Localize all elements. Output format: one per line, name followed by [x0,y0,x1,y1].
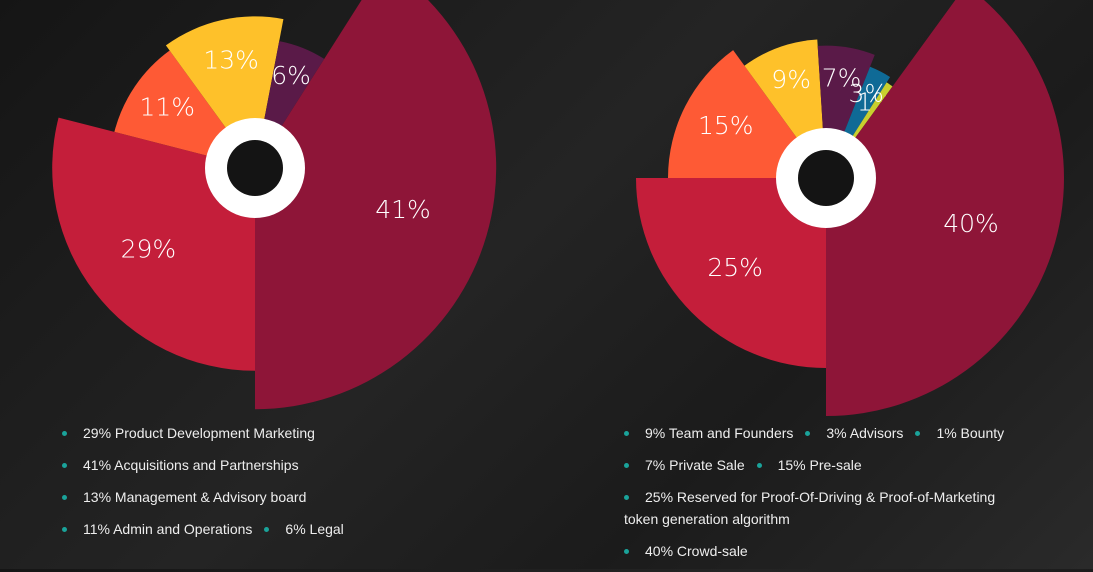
legend-item: 3% Advisors [805,425,903,441]
legend-item: 41% Acquisitions and Partnerships [62,457,299,473]
pie-slice [255,0,497,410]
slice-label: 29% [121,235,177,264]
legend-item: 7% Private Sale [624,457,745,473]
donut-hole [227,140,283,196]
pie-slice [826,0,1064,416]
legend-row: 29% Product Development Marketing [62,422,402,444]
slice-label: 13% [203,45,259,74]
slice-label: 6% [271,61,311,90]
legend: 9% Team and Founders 3% Advisors 1% Bounty… [624,422,1024,572]
slice-label: 11% [139,92,195,121]
pie-slice [636,178,826,368]
legend-item: 25% Reserved for Proof-Of-Driving & Proo… [624,489,996,527]
legend-item: 29% Product Development Marketing [62,425,315,441]
legend-row: 40% Crowd-sale [624,540,1024,562]
legend-item: 11% Admin and Operations [62,521,252,537]
legend-row: 9% Team and Founders 3% Advisors 1% Bounty [624,422,1024,444]
pie-slice [52,117,256,371]
legend-item: 13% Management & Advisory board [62,489,306,505]
legend-row: 25% Reserved for Proof-Of-Driving & Proo… [624,486,1024,530]
legend-row: 7% Private Sale 15% Pre-sale [624,454,1024,476]
legend: 29% Product Development Marketing 41% Acq… [62,422,402,550]
slice-label: 9% [771,65,811,94]
slice-label: 41% [375,195,431,224]
slice-label: 40% [943,209,999,238]
legend-row: 11% Admin and Operations 6% Legal [62,518,402,540]
legend-item: 9% Team and Founders [624,425,793,441]
legend-row: 13% Management & Advisory board [62,486,402,508]
pie-slice [668,50,826,178]
legend-item: 1% Bounty [915,425,1004,441]
legend-item: 15% Pre-sale [757,457,862,473]
donut-hole [798,150,854,206]
legend-item: 40% Crowd-sale [624,543,748,559]
slice-label: 7% [822,64,862,93]
slice-label: 25% [707,253,763,282]
slice-label: 15% [698,111,754,140]
legend-item: 6% Legal [264,521,343,537]
legend-row: 41% Acquisitions and Partnerships [62,454,402,476]
